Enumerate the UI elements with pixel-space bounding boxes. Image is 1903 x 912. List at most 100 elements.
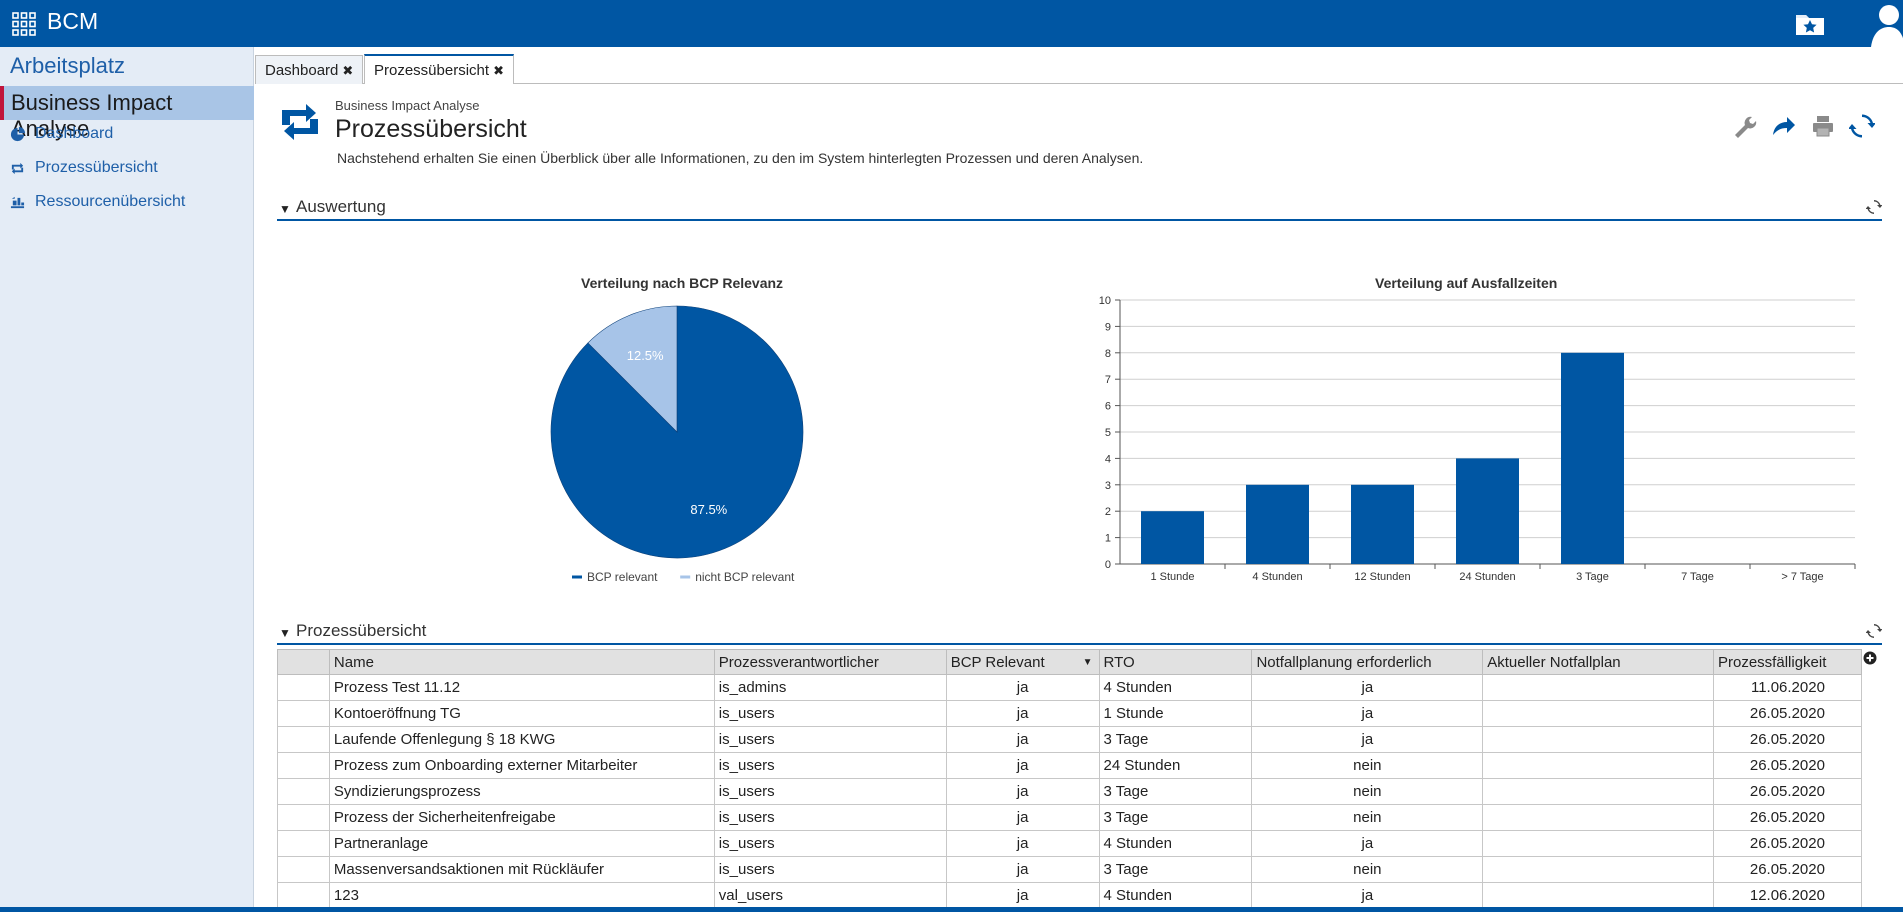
table-cell: is_users xyxy=(713,752,947,779)
bar-1[interactable] xyxy=(1246,484,1309,564)
user-avatar-icon[interactable] xyxy=(1868,0,1903,47)
table-cell: Laufende Offenlegung § 18 KWG xyxy=(328,726,715,753)
table-row[interactable]: Prozess Test 11.12 is_admins ja 4 Stunden ja… xyxy=(277,674,1882,701)
row-selector-cell[interactable] xyxy=(277,856,330,883)
sidebar-item-dashboard[interactable]: Dashboard xyxy=(10,122,113,146)
tab-dashboard[interactable]: Dashboard ✖ xyxy=(255,55,364,84)
row-selector-cell[interactable] xyxy=(277,778,330,805)
section-header-prozessuebersicht[interactable]: ▼ Prozessübersicht xyxy=(277,621,1882,645)
table-cell: Prozess der Sicherheitenfreigabe xyxy=(328,804,715,831)
bar-4[interactable] xyxy=(1561,352,1624,564)
bar-0[interactable] xyxy=(1141,511,1204,564)
table-row[interactable]: Prozess der Sicherheitenfreigabe is_users… xyxy=(277,804,1882,831)
y-tick-label: 2 xyxy=(1105,506,1111,518)
y-tick-label: 0 xyxy=(1105,559,1111,571)
sort-desc-icon[interactable]: ▼ xyxy=(1082,657,1093,668)
table-row[interactable]: Kontoeröffnung TG is_users ja 1 Stunde ja 26.… xyxy=(277,700,1882,727)
favorites-folder-icon[interactable] xyxy=(1794,8,1826,38)
table-row[interactable]: Prozess zum Onboarding externer Mitarbei… xyxy=(277,752,1882,779)
column-header-due-date[interactable]: Prozessfälligkeit xyxy=(1713,649,1862,675)
table-row[interactable]: Partneranlage is_users ja 4 Stunden ja 26.05.… xyxy=(277,830,1882,857)
share-icon[interactable] xyxy=(1770,113,1796,139)
row-selector-cell[interactable] xyxy=(277,804,330,831)
row-pad-cell xyxy=(1861,805,1881,831)
table-cell xyxy=(1482,804,1714,831)
chart-title-bar: Verteilung auf Ausfallzeiten xyxy=(1375,275,1558,291)
y-tick-label: 8 xyxy=(1105,348,1111,360)
sidebar-workspace-link[interactable]: Arbeitsplatz xyxy=(10,53,125,78)
app-grid-icon[interactable] xyxy=(12,12,36,36)
table-cell xyxy=(1482,674,1714,701)
row-pad-cell xyxy=(1861,857,1881,883)
column-header-current-plan[interactable]: Aktueller Notfallplan xyxy=(1482,649,1714,675)
y-tick-label: 9 xyxy=(1105,321,1111,333)
refresh-icon[interactable] xyxy=(1849,113,1875,139)
row-selector-cell[interactable] xyxy=(277,752,330,779)
column-header-bcp-relevant[interactable]: BCP Relevant ▼ xyxy=(945,649,1100,675)
table-cell: ja xyxy=(1251,674,1484,701)
column-header-rto[interactable]: RTO xyxy=(1098,649,1253,675)
tab-prozessuebersicht[interactable]: Prozessübersicht ✖ xyxy=(364,54,514,84)
sidebar-item-prozessuebersicht[interactable]: Prozessübersicht xyxy=(10,156,158,180)
table-row[interactable]: Syndizierungsprozess is_users ja 3 Tage nein… xyxy=(277,778,1882,805)
table-cell: ja xyxy=(945,856,1100,883)
legend-label-0[interactable]: BCP relevant xyxy=(587,570,658,584)
pie-data-label-0: 87.5% xyxy=(690,502,727,517)
table-cell: nein xyxy=(1251,778,1484,805)
column-header-emergency-planning[interactable]: Notfallplanung erforderlich xyxy=(1251,649,1484,675)
x-tick-label: 4 Stunden xyxy=(1252,571,1302,583)
collapse-triangle-icon[interactable]: ▼ xyxy=(279,202,291,216)
column-header-name[interactable]: Name xyxy=(328,649,715,675)
table-row[interactable]: Massenversandsaktionen mit Rückläufer is_… xyxy=(277,856,1882,883)
table-cell: 3 Tage xyxy=(1098,804,1253,831)
bar-2[interactable] xyxy=(1351,484,1414,564)
x-tick-label: > 7 Tage xyxy=(1781,571,1823,583)
table-cell: nein xyxy=(1251,804,1484,831)
pie-slice-1[interactable] xyxy=(587,305,678,433)
breadcrumb[interactable]: Business Impact Analyse xyxy=(335,98,480,113)
row-selector-cell[interactable] xyxy=(277,674,330,701)
wrench-icon[interactable] xyxy=(1731,113,1757,139)
close-icon[interactable]: ✖ xyxy=(493,63,504,78)
add-row-icon[interactable] xyxy=(1863,651,1877,665)
row-pad-cell xyxy=(1861,779,1881,805)
table-cell: Prozess Test 11.12 xyxy=(328,674,715,701)
table-cell: is_users xyxy=(713,778,947,805)
x-tick-label: 7 Tage xyxy=(1681,571,1714,583)
table-row[interactable]: 123 val_users ja 4 Stunden ja 12.06.2020 xyxy=(277,882,1882,909)
print-icon[interactable] xyxy=(1810,113,1836,139)
section-refresh-icon[interactable] xyxy=(1866,199,1882,215)
chart-title-pie: Verteilung nach BCP Relevanz xyxy=(581,275,784,291)
table-cell xyxy=(1482,882,1714,909)
section-label: Auswertung xyxy=(296,197,386,216)
row-selector-cell[interactable] xyxy=(277,830,330,857)
x-tick-label: 12 Stunden xyxy=(1354,571,1410,583)
table-cell: ja xyxy=(1251,726,1484,753)
table-cell: val_users xyxy=(713,882,947,909)
bar-3[interactable] xyxy=(1456,458,1519,564)
sidebar-section-business-impact-analyse[interactable]: Business Impact Analyse xyxy=(0,86,254,141)
table-cell: ja xyxy=(945,778,1100,805)
column-header-owner[interactable]: Prozessverantwortlicher xyxy=(713,649,947,675)
x-tick-label: 3 Tage xyxy=(1576,571,1609,583)
sidebar: Arbeitsplatz Business Impact Analyse Das… xyxy=(0,47,254,912)
row-selector-cell[interactable] xyxy=(277,700,330,727)
table-cell: 3 Tage xyxy=(1098,778,1253,805)
table-row[interactable]: Laufende Offenlegung § 18 KWG is_users ja 3… xyxy=(277,726,1882,753)
section-refresh-icon[interactable] xyxy=(1866,623,1882,639)
tab-bar: Dashboard ✖ Prozessübersicht ✖ xyxy=(255,47,1903,84)
sidebar-item-ressourcenuebersicht[interactable]: Ressourcenübersicht xyxy=(10,190,185,214)
table-cell: ja xyxy=(1251,700,1484,727)
row-selector-cell[interactable] xyxy=(277,726,330,753)
row-selector-cell[interactable] xyxy=(277,882,330,909)
table-cell: Massenversandsaktionen mit Rückläufer xyxy=(328,856,715,883)
section-label: Prozessübersicht xyxy=(296,621,427,640)
table-cell: 26.05.2020 xyxy=(1713,726,1862,753)
section-header-auswertung[interactable]: ▼ Auswertung xyxy=(277,197,1882,221)
collapse-triangle-icon[interactable]: ▼ xyxy=(279,626,291,640)
close-icon[interactable]: ✖ xyxy=(342,63,354,78)
row-pad-cell xyxy=(1861,753,1881,779)
legend-label-1[interactable]: nicht BCP relevant xyxy=(695,570,795,584)
table-cell: ja xyxy=(945,804,1100,831)
table-cell: 3 Tage xyxy=(1098,726,1253,753)
